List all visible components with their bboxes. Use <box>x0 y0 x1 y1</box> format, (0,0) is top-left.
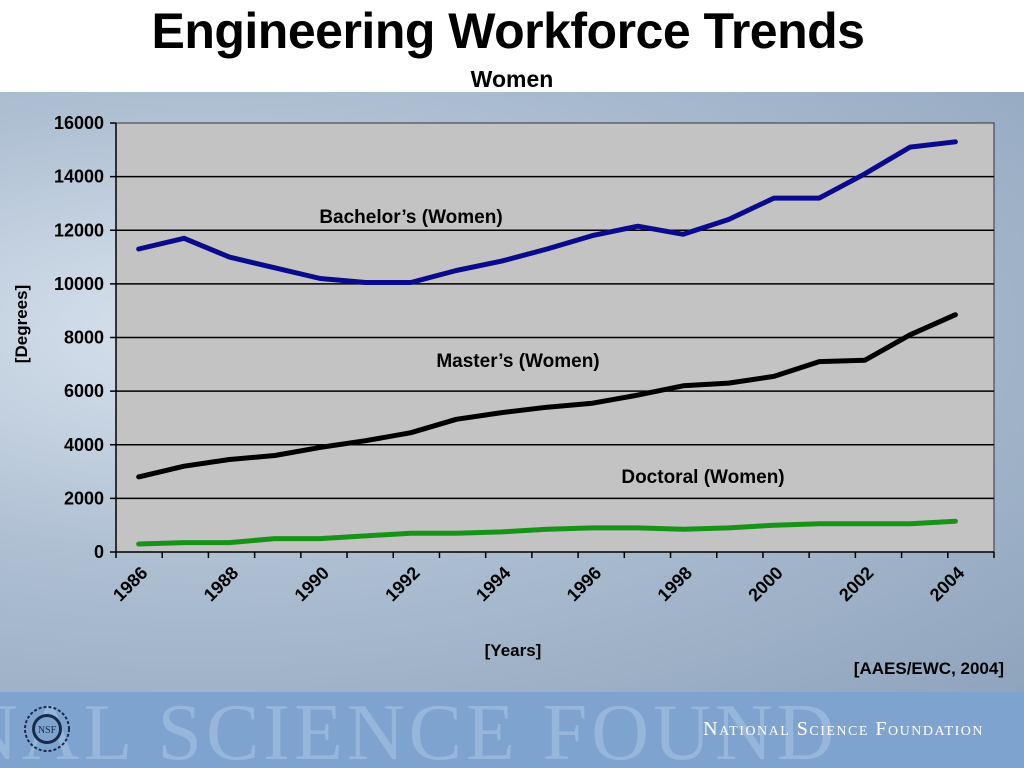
y-tick-label: 10000 <box>54 274 104 294</box>
slide-title: Engineering Workforce Trends <box>151 3 865 59</box>
x-tick-label: 2000 <box>744 563 786 605</box>
x-tick-label: 2002 <box>835 563 877 605</box>
y-tick-label: 16000 <box>54 113 104 133</box>
footer-watermark: NAL SCIENCE FOUND <box>0 692 839 768</box>
x-tick-label: 1986 <box>109 563 151 605</box>
x-tick-label: 1990 <box>291 563 333 605</box>
x-tick-label: 1988 <box>200 563 242 605</box>
y-tick-label: 14000 <box>54 167 104 187</box>
gridlines <box>116 175 994 500</box>
y-tick-label: 8000 <box>64 328 104 348</box>
series-label-masters: Master’s (Women) <box>436 351 599 372</box>
series-line-1 <box>136 312 958 480</box>
y-tick-label: 12000 <box>54 220 104 240</box>
y-tick-label: 0 <box>94 542 104 562</box>
x-tick-labels: 1986 1988 1990 1992 1994 1996 1998 2000 2002 2004 <box>109 563 968 605</box>
x-tick-label: 1992 <box>381 563 423 605</box>
series-line-0 <box>136 139 958 285</box>
line-chart: 0 2000 4000 6000 8000 10000 12000 14000 16000 19… <box>12 113 1004 678</box>
nsf-logo-icon: NSF <box>24 706 70 752</box>
y-tick-label: 2000 <box>64 488 104 508</box>
series-line-2 <box>136 518 958 547</box>
series-label-bachelors: Bachelor’s (Women) <box>319 207 502 228</box>
series-lines <box>136 139 958 547</box>
x-axis-label: [Years] <box>485 641 542 660</box>
x-tick-label: 1996 <box>563 563 605 605</box>
footer-banner: NAL SCIENCE FOUND NSF National Science F… <box>0 692 1024 768</box>
y-tick-label: 4000 <box>64 435 104 455</box>
y-tick-label: 6000 <box>64 381 104 401</box>
x-tick-label: 1994 <box>472 563 514 605</box>
source-citation: [AAES/EWC, 2004] <box>854 659 1004 678</box>
slide-subtitle: Women <box>470 66 554 92</box>
footer-org-name: National Science Foundation <box>703 718 984 740</box>
y-axis-label: [Degrees] <box>12 285 31 363</box>
axes <box>110 122 995 558</box>
nsf-logo-text: NSF <box>38 725 57 736</box>
y-tick-labels: 0 2000 4000 6000 8000 10000 12000 14000 16000 <box>54 113 104 562</box>
x-tick-label: 2004 <box>926 563 968 605</box>
chart-background: 0 2000 4000 6000 8000 10000 12000 14000 16000 19… <box>0 92 1024 692</box>
series-label-doctoral: Doctoral (Women) <box>621 467 784 488</box>
x-tick-label: 1998 <box>654 563 696 605</box>
